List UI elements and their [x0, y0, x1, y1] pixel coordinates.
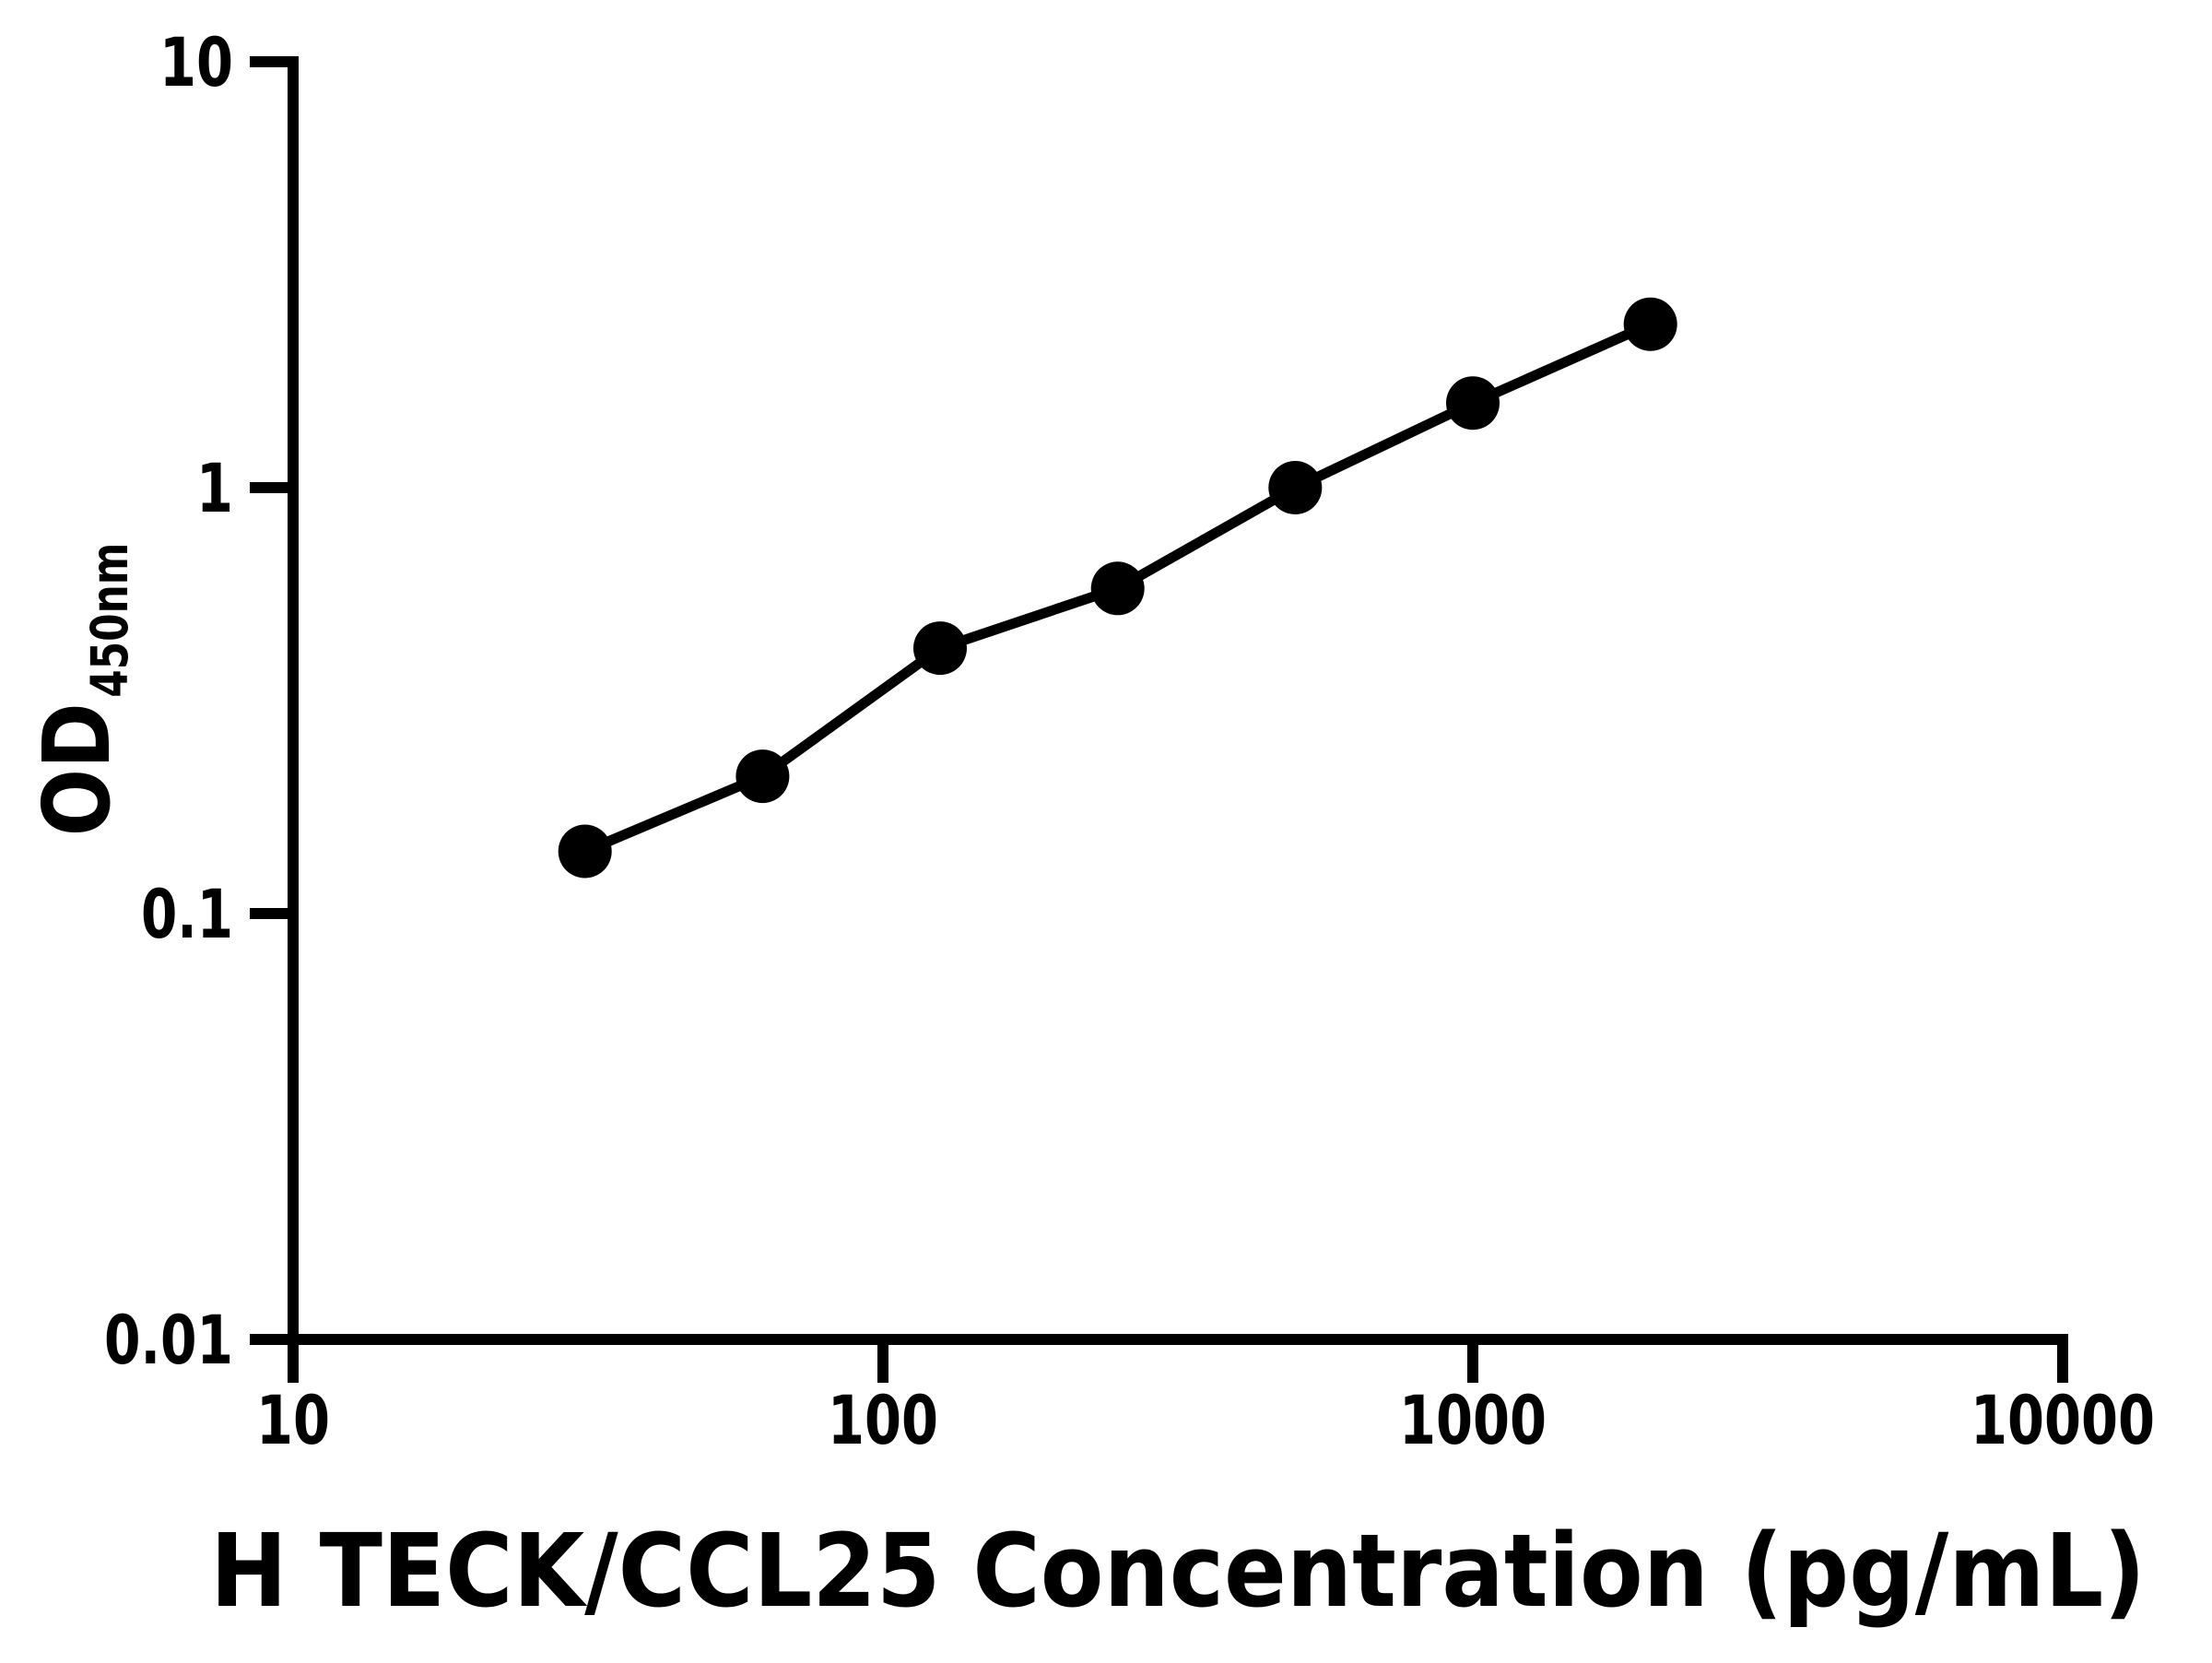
x-tick-label: 1000: [1399, 1382, 1547, 1460]
x-tick-label: 10: [256, 1382, 330, 1460]
data-point: [735, 749, 790, 804]
series-standard-curve: [558, 297, 1677, 879]
x-tick-label: 10000: [1971, 1382, 2155, 1460]
y-tick-label: 0.1: [141, 876, 233, 954]
x-axis-ticks: 10 100 1000 10000: [256, 1339, 2155, 1460]
y-axis-ticks: 0.01 0.1 1 10: [104, 24, 293, 1380]
data-point: [558, 824, 612, 879]
data-point: [913, 621, 967, 676]
y-axis-title-subscript: 450nm: [80, 543, 139, 698]
x-tick-label: 100: [828, 1382, 938, 1460]
y-tick-label: 0.01: [104, 1302, 233, 1380]
y-axis-title-main: OD: [23, 702, 131, 836]
axes-lines: [288, 56, 2068, 1345]
data-point: [1090, 561, 1145, 616]
y-tick-label: 10: [159, 24, 233, 102]
y-tick-label: 1: [196, 450, 233, 528]
data-point: [1623, 297, 1677, 351]
y-axis-title: OD 450nm: [23, 543, 139, 837]
data-point: [1268, 461, 1323, 514]
data-point: [1446, 376, 1500, 430]
x-axis-title: H TECK/CCL25 Concentration (pg/mL): [210, 1512, 2146, 1630]
